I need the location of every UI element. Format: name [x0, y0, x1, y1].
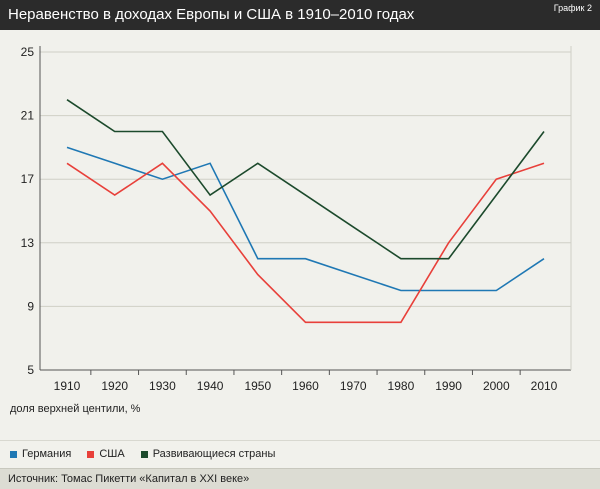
- series-lines: [66, 99, 545, 324]
- x-tick-label-1950: 1950: [244, 379, 271, 393]
- axes: [39, 46, 572, 375]
- y-tick-label-13: 13: [21, 236, 35, 250]
- series-line-1: [66, 162, 545, 324]
- legend-swatch-usa: [87, 450, 95, 458]
- x-tick-label-1970: 1970: [340, 379, 367, 393]
- x-tick-label-1960: 1960: [292, 379, 319, 393]
- legend: Германия США Развивающиеся страны: [10, 448, 275, 460]
- y-tick-label-5: 5: [27, 363, 34, 377]
- x-tick-label-1940: 1940: [197, 379, 224, 393]
- chart-tag: График 2: [553, 3, 592, 13]
- legend-item-usa: США: [87, 448, 125, 460]
- y-tick-label-17: 17: [21, 172, 35, 186]
- divider: [0, 440, 600, 441]
- legend-label-developing: Развивающиеся страны: [152, 448, 276, 460]
- x-tick-label-1990: 1990: [435, 379, 462, 393]
- y-tick-label-25: 25: [21, 45, 35, 59]
- x-tick-label-1930: 1930: [149, 379, 176, 393]
- x-tick-label-1910: 1910: [54, 379, 81, 393]
- y-tick-label-9: 9: [27, 299, 34, 313]
- series-line-2: [66, 99, 545, 260]
- legend-label-usa: США: [99, 448, 125, 460]
- y-axis-note: доля верхней центили, %: [10, 403, 141, 415]
- y-tick-label-21: 21: [21, 109, 35, 123]
- x-tick-label-1980: 1980: [388, 379, 415, 393]
- source-bar: Источник: Томас Пикетти «Капитал в XXI в…: [0, 468, 600, 489]
- x-tick-label-2000: 2000: [483, 379, 510, 393]
- legend-item-developing: Развивающиеся страны: [140, 448, 276, 460]
- chart-header: Неравенство в доходах Европы и США в 191…: [0, 0, 600, 30]
- legend-label-germany: Германия: [22, 448, 72, 460]
- series-line-0: [66, 146, 545, 292]
- tick-labels: 5 9 13 17 21 25 1910 1920 1930 1940 1950 1960 1970 19…: [21, 45, 558, 393]
- x-tick-label-1920: 1920: [101, 379, 128, 393]
- legend-swatch-developing: [140, 450, 148, 458]
- source-text: Источник: Томас Пикетти «Капитал в XXI в…: [8, 473, 250, 485]
- legend-item-germany: Германия: [10, 448, 71, 460]
- x-tick-label-2010: 2010: [531, 379, 558, 393]
- chart-title: Неравенство в доходах Европы и США в 191…: [8, 6, 415, 23]
- legend-swatch-germany: [10, 450, 17, 458]
